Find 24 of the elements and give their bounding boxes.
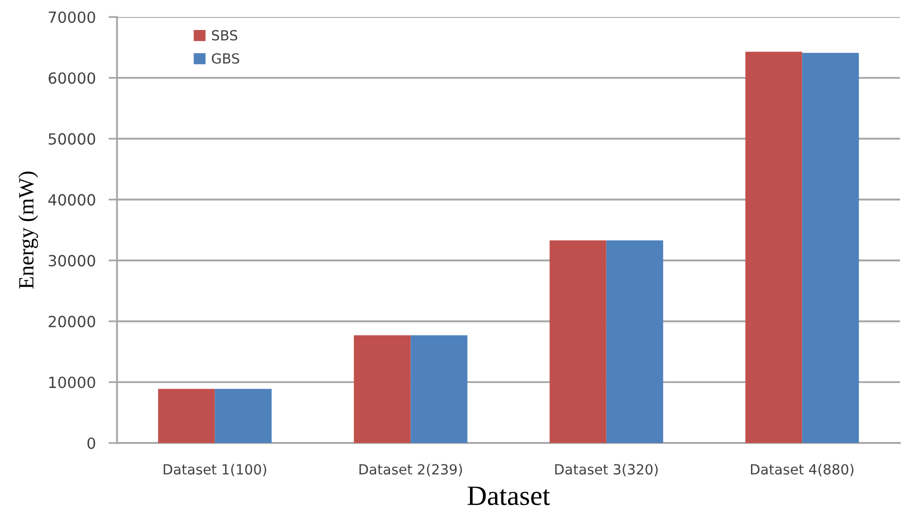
bar [214,388,272,443]
x-tick-label: Dataset 3(320) [555,464,658,476]
y-tick-label: 60000 [48,72,96,84]
bar [354,335,411,443]
y-tick-label: 50000 [48,133,96,145]
bar [550,240,606,443]
bar [158,388,215,443]
bar [410,335,468,443]
bar [606,240,664,443]
y-tick-label: 20000 [48,316,96,328]
bar [745,52,802,443]
x-axis-title: Dataset [468,486,550,506]
y-tick-label: 10000 [49,376,96,388]
legend-label: GBS [212,53,240,64]
y-tick-label: 40000 [48,194,96,206]
legend-label: SBS [212,30,238,41]
x-tick-label: Dataset 1(100) [164,464,266,476]
y-axis-title: Energy (mW) [18,172,38,289]
y-tick-label: 70000 [48,11,96,24]
x-tick-label: Dataset 4(880) [750,464,854,476]
y-tick-label: 30000 [48,254,96,266]
bar [802,52,859,443]
y-tick-label: 0 [87,437,96,450]
x-tick-label: Dataset 2(239) [359,464,462,476]
